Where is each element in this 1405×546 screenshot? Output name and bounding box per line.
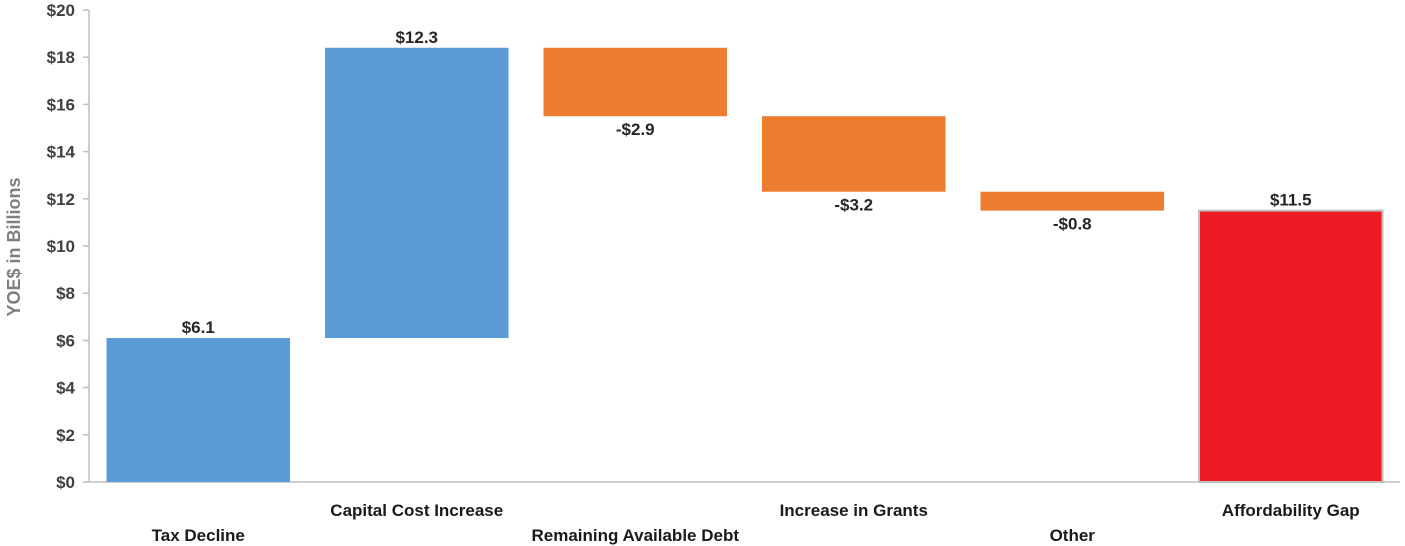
bar-increase — [106, 338, 291, 482]
bar-decrease — [980, 191, 1165, 211]
y-tick-label: $14 — [47, 143, 76, 162]
category-labels-group: Tax Decline Capital Cost Increase Remainin… — [152, 501, 1360, 545]
data-label: -$2.9 — [616, 120, 655, 139]
category-label: Remaining Available Debt — [531, 526, 739, 545]
y-tick-label: $12 — [47, 190, 75, 209]
data-label: $12.3 — [395, 28, 438, 47]
category-label: Affordability Gap — [1222, 501, 1360, 520]
category-label: Capital Cost Increase — [330, 501, 503, 520]
data-label: -$3.2 — [834, 196, 873, 215]
data-labels-group: $6.1 $12.3 -$2.9 -$3.2 -$0.8 $11.5 — [182, 28, 1312, 337]
y-axis-ticks: $0 $2 $4 $6 $8 $10 $12 $14 $16 $18 $20 — [47, 1, 89, 492]
y-tick-label: $6 — [56, 331, 75, 350]
category-label: Tax Decline — [152, 526, 245, 545]
data-label: $6.1 — [182, 318, 215, 337]
y-axis-title: YOE$ in Billions — [4, 177, 24, 316]
y-tick-label: $4 — [56, 379, 75, 398]
y-tick-label: $8 — [56, 284, 75, 303]
y-tick-label: $18 — [47, 48, 75, 67]
data-label: -$0.8 — [1053, 215, 1092, 234]
y-tick-label: $2 — [56, 426, 75, 445]
y-tick-label: $16 — [47, 95, 75, 114]
category-label: Other — [1050, 526, 1096, 545]
bar-increase — [324, 47, 509, 339]
bar-decrease — [543, 47, 728, 117]
bars-group — [106, 47, 1384, 483]
y-tick-label: $20 — [47, 1, 75, 20]
bar-decrease — [761, 116, 946, 192]
y-tick-label: $10 — [47, 237, 75, 256]
category-label: Increase in Grants — [780, 501, 928, 520]
y-tick-label: $0 — [56, 473, 75, 492]
data-label: $11.5 — [1270, 191, 1312, 210]
bar-total — [1197, 209, 1384, 483]
